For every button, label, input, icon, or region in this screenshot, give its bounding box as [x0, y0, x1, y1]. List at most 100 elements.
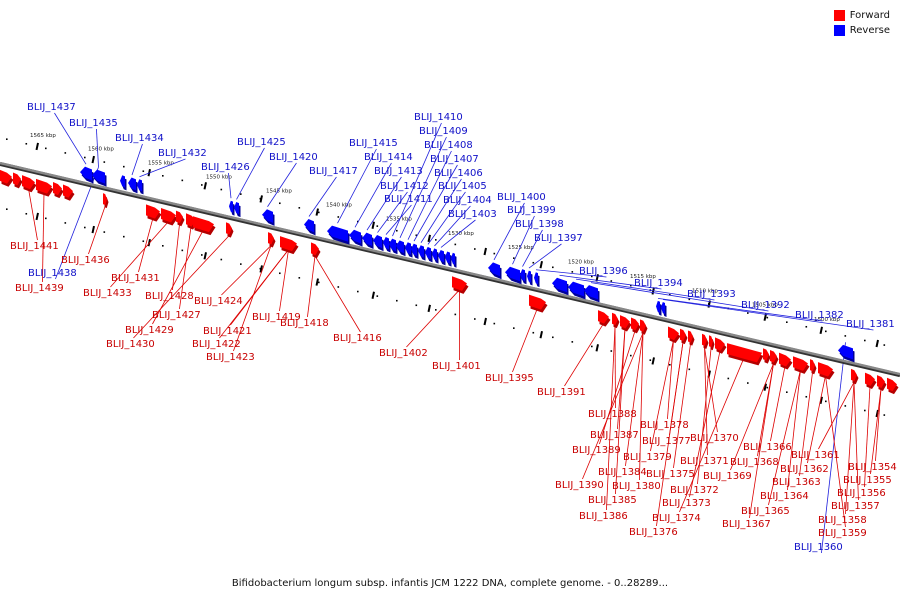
- reverse-leader: [821, 342, 846, 554]
- reverse-gene: [396, 240, 404, 254]
- scale-dot: [25, 142, 28, 145]
- scale-dot: [669, 363, 671, 366]
- forward-gene: [280, 236, 297, 252]
- forward-gene: [22, 175, 35, 190]
- scale-tick: [35, 142, 39, 151]
- forward-leader: [138, 217, 154, 273]
- map-caption: Bifidobacterium longum subsp. infantis J…: [231, 578, 669, 589]
- forward-gene: [63, 184, 73, 198]
- forward-leader: [825, 375, 846, 528]
- forward-leader: [279, 249, 289, 312]
- scale-dot: [376, 225, 379, 227]
- gene-label: BLIJ_1412: [380, 181, 429, 192]
- forward-leader: [730, 363, 774, 471]
- gene-label: BLIJ_1418: [280, 318, 329, 329]
- forward-leader: [314, 255, 361, 333]
- gene-label: BLIJ_1381: [846, 319, 895, 330]
- forward-gene: [193, 216, 214, 233]
- forward-leader: [615, 328, 626, 495]
- gene-label: BLIJ_1377: [642, 436, 691, 447]
- reverse-leader: [440, 219, 476, 248]
- reverse-leader: [434, 205, 471, 247]
- gene-label: BLIJ_1374: [652, 513, 701, 524]
- gene-label: BLIJ_1406: [434, 168, 483, 179]
- kbp-label: 1545 kbp: [266, 188, 292, 194]
- reverse-gene: [488, 262, 500, 277]
- scale-dot: [337, 286, 340, 288]
- legend: Forward Reverse: [833, 8, 890, 38]
- gene-label: BLIJ_1414: [364, 152, 413, 163]
- reverse-gene: [552, 277, 567, 293]
- gene-label: BLIJ_1430: [106, 339, 155, 350]
- scale-dot: [240, 193, 242, 195]
- scale-dot: [318, 281, 320, 284]
- reverse-leader: [535, 269, 607, 278]
- forward-leader: [704, 347, 718, 433]
- scale-dot: [805, 395, 808, 398]
- forward-leader: [807, 375, 826, 464]
- forward-gene: [702, 333, 707, 346]
- reverse-gene: [92, 169, 105, 184]
- legend-reverse-label: Reverse: [849, 25, 890, 36]
- gene-label: BLIJ_1379: [623, 452, 672, 463]
- forward-gene: [161, 208, 176, 223]
- scale-dot: [474, 318, 476, 320]
- reverse-gene: [445, 251, 450, 264]
- scale-dot: [649, 359, 652, 361]
- gene-label: BLIJ_1395: [485, 373, 534, 384]
- forward-leader: [799, 372, 813, 477]
- gene-label: BLIJ_1429: [125, 325, 174, 336]
- reverse-leader: [96, 128, 99, 168]
- gene-label: BLIJ_1358: [818, 515, 867, 526]
- scale-dot: [84, 156, 86, 159]
- gene-label: BLIJ_1385: [588, 495, 637, 506]
- gene-label: BLIJ_1355: [843, 475, 892, 486]
- reverse-leader: [590, 282, 769, 312]
- forward-leader: [697, 348, 712, 485]
- forward-leader: [639, 332, 644, 481]
- scale-dot: [786, 321, 788, 323]
- gene-label: BLIJ_1388: [588, 409, 637, 420]
- reverse-leader: [493, 202, 525, 261]
- gene-label: BLIJ_1387: [590, 430, 639, 441]
- gene-label: BLIJ_1398: [515, 219, 564, 230]
- gene-label: BLIJ_1403: [448, 209, 497, 220]
- scale-dot: [766, 316, 769, 319]
- kbp-label: 1510 kbp: [692, 288, 718, 294]
- forward-gene: [452, 276, 467, 291]
- reverse-gene: [411, 243, 417, 257]
- gene-label: BLIJ_1416: [333, 333, 382, 344]
- gene-label: BLIJ_1400: [497, 192, 546, 203]
- gene-label: BLIJ_1413: [374, 166, 423, 177]
- scale-dot: [454, 243, 457, 246]
- reverse-leader: [236, 147, 265, 200]
- reverse-leader: [413, 164, 458, 242]
- scale-dot: [337, 216, 340, 218]
- forward-leader: [42, 192, 45, 283]
- gene-label: BLIJ_1371: [680, 456, 729, 467]
- gene-label: BLIJ_1420: [269, 152, 318, 163]
- scale-dot: [864, 409, 866, 412]
- forward-leader: [179, 226, 192, 310]
- forward-leader: [233, 245, 272, 352]
- reverse-leader: [354, 162, 392, 228]
- reverse-gene: [120, 175, 125, 188]
- gene-label: BLIJ_1369: [703, 471, 752, 482]
- forward-gene: [877, 375, 885, 389]
- reverse-leader: [54, 112, 87, 165]
- forward-gene: [715, 337, 725, 351]
- scale-dot: [454, 313, 457, 316]
- forward-gene: [709, 335, 713, 348]
- scale-tick: [35, 212, 39, 221]
- scale-dot: [883, 344, 886, 346]
- forward-gene: [640, 319, 646, 332]
- scale-dot: [162, 175, 164, 177]
- reverse-leader: [427, 191, 466, 245]
- kbp-label: 1505 kbp: [752, 302, 778, 308]
- kbp-label: 1520 kbp: [568, 259, 594, 265]
- scale-dot: [747, 382, 749, 384]
- scale-dot: [220, 258, 223, 261]
- forward-leader: [650, 339, 674, 452]
- reverse-leader: [662, 299, 874, 331]
- scale-tick: [203, 182, 207, 190]
